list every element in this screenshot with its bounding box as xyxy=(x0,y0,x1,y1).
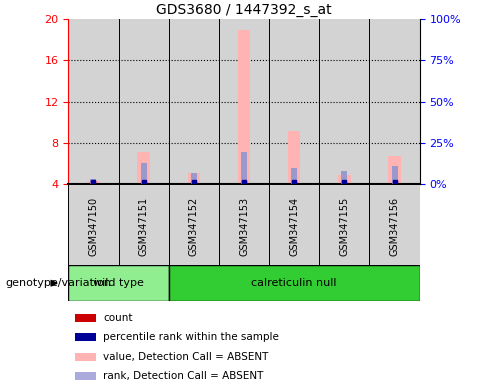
Bar xyxy=(369,184,420,265)
Bar xyxy=(342,171,347,184)
Text: GSM347151: GSM347151 xyxy=(139,197,149,255)
Text: rank, Detection Call = ABSENT: rank, Detection Call = ABSENT xyxy=(103,371,264,381)
Text: GSM347154: GSM347154 xyxy=(289,197,299,255)
Bar xyxy=(169,265,420,301)
Text: GSM347150: GSM347150 xyxy=(88,197,99,255)
Text: GSM347156: GSM347156 xyxy=(389,197,400,255)
Bar xyxy=(137,152,150,184)
Text: count: count xyxy=(103,313,133,323)
Bar xyxy=(75,314,97,322)
Text: calreticulin null: calreticulin null xyxy=(251,278,337,288)
Bar xyxy=(119,184,169,265)
Bar xyxy=(87,181,100,184)
Bar xyxy=(319,184,369,265)
Bar xyxy=(75,372,97,380)
Bar xyxy=(169,19,219,184)
Bar xyxy=(169,184,219,265)
Bar xyxy=(219,19,269,184)
Bar xyxy=(141,163,146,184)
Text: genotype/variation: genotype/variation xyxy=(5,278,111,288)
Bar xyxy=(338,175,351,184)
Bar xyxy=(241,152,247,184)
Bar xyxy=(319,19,369,184)
Bar xyxy=(219,184,269,265)
Text: GSM347153: GSM347153 xyxy=(239,197,249,255)
Bar xyxy=(191,173,197,184)
Bar xyxy=(269,19,319,184)
Bar xyxy=(288,131,301,184)
Bar xyxy=(291,168,297,184)
Bar xyxy=(119,19,169,184)
Bar xyxy=(388,156,401,184)
Title: GDS3680 / 1447392_s_at: GDS3680 / 1447392_s_at xyxy=(156,3,332,17)
Text: percentile rank within the sample: percentile rank within the sample xyxy=(103,332,279,342)
Text: value, Detection Call = ABSENT: value, Detection Call = ABSENT xyxy=(103,352,269,362)
Bar xyxy=(68,265,169,301)
Bar xyxy=(68,184,119,265)
Bar xyxy=(75,353,97,361)
Text: GSM347155: GSM347155 xyxy=(339,197,349,256)
Bar xyxy=(68,19,119,184)
Bar xyxy=(90,179,97,184)
Bar xyxy=(75,333,97,341)
Text: GSM347152: GSM347152 xyxy=(189,197,199,256)
Bar xyxy=(391,166,398,184)
Bar xyxy=(369,19,420,184)
Bar xyxy=(187,174,200,184)
Text: wild type: wild type xyxy=(93,278,144,288)
Bar xyxy=(238,30,250,184)
Bar xyxy=(269,184,319,265)
